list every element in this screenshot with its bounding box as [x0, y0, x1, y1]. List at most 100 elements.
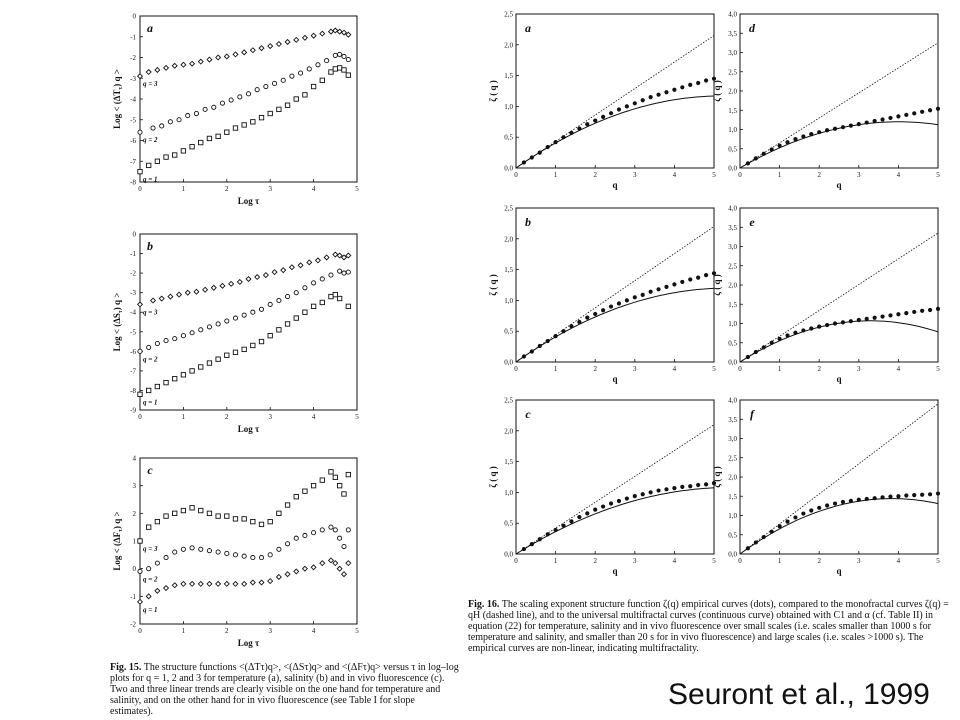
empirical-dot: [703, 78, 709, 83]
x-tick-label: 5: [712, 557, 716, 565]
empirical-dot: [545, 532, 550, 537]
empirical-dot: [745, 161, 751, 166]
x-tick-label: 1: [182, 413, 186, 421]
data-point: [284, 502, 291, 508]
data-point: [241, 346, 247, 353]
data-point: [302, 309, 308, 315]
data-point: [250, 518, 256, 525]
data-point: [241, 553, 247, 559]
empirical-dot: [745, 546, 751, 551]
data-point: [189, 580, 196, 587]
data-point: [340, 29, 348, 36]
empirical-dot: [912, 309, 917, 315]
data-point: [219, 100, 226, 106]
data-point: [154, 560, 160, 566]
x-axis-label: q: [612, 180, 617, 190]
data-point: [250, 309, 256, 315]
data-point: [237, 94, 243, 100]
data-point: [198, 364, 204, 370]
data-point: [215, 549, 221, 555]
y-tick-label: -6: [130, 137, 136, 145]
y-tick-label: 0,5: [728, 531, 737, 539]
empirical-dot: [793, 137, 798, 142]
y-tick-label: 0,0: [504, 359, 513, 367]
empirical-dot: [569, 519, 574, 524]
x-tick-label: 3: [857, 365, 861, 373]
plot-frame: [515, 207, 715, 363]
data-point: [328, 469, 334, 475]
empirical-dot: [880, 495, 885, 500]
empirical-dot: [912, 111, 917, 116]
y-tick-label: 2,0: [504, 427, 513, 435]
data-point: [149, 297, 157, 304]
empirical-dot: [935, 106, 941, 111]
empirical-dot: [753, 349, 758, 355]
empirical-dot: [648, 490, 653, 495]
data-point: [249, 47, 256, 54]
data-point: [163, 513, 169, 519]
empirical-dot: [832, 321, 838, 326]
y-tick-label: -4: [130, 96, 136, 104]
empirical-dot: [777, 336, 782, 341]
data-point: [293, 96, 299, 102]
data-point: [267, 518, 273, 525]
y-axis-label: ζ ( q ): [488, 80, 498, 101]
data-point: [293, 290, 299, 296]
y-tick-label: 2,0: [728, 282, 737, 290]
empirical-dot: [825, 322, 830, 328]
y-axis-label: ζ ( q ): [488, 274, 498, 295]
empirical-dot: [864, 120, 869, 125]
y-axis-label: ζ ( q ): [712, 466, 722, 487]
y-axis-label-end: ) q >: [112, 511, 122, 529]
y-tick-label: 0: [133, 13, 137, 21]
empirical-dot: [696, 275, 701, 280]
empirical-dot: [608, 304, 614, 309]
empirical-dot: [624, 104, 629, 109]
data-point: [146, 162, 152, 169]
empirical-dot: [856, 317, 861, 323]
x-tick-label: 4: [312, 627, 316, 635]
data-point: [284, 571, 291, 578]
data-point: [327, 28, 334, 35]
data-point: [172, 510, 178, 516]
data-point: [224, 352, 230, 358]
data-point: [232, 580, 239, 587]
empirical-dot: [872, 118, 877, 124]
empirical-dot: [801, 134, 806, 139]
y-tick-label: -2: [130, 621, 136, 629]
data-point: [285, 294, 291, 300]
data-point: [202, 106, 208, 112]
empirical-dot: [521, 546, 527, 552]
data-point: [215, 54, 222, 61]
x-tick-label: 5: [355, 413, 359, 421]
x-axis-label: Log τ: [238, 638, 260, 648]
data-point: [137, 129, 143, 135]
q-label: q = 2: [143, 575, 158, 583]
y-axis-label-main: Log < (ΔT: [112, 90, 122, 129]
data-point: [189, 144, 195, 150]
data-point: [198, 327, 204, 333]
empirical-dot: [880, 314, 885, 319]
y-axis-label-text: ζ ( q ): [488, 80, 498, 101]
x-tick-label: 0: [738, 365, 742, 373]
y-tick-label: 0,0: [728, 551, 737, 559]
data-point: [319, 299, 325, 306]
q-label: q = 2: [143, 136, 158, 144]
data-point: [223, 580, 230, 587]
empirical-dot: [688, 82, 693, 87]
data-point: [319, 276, 325, 282]
data-point: [258, 579, 265, 586]
data-point: [328, 272, 334, 278]
data-point: [262, 272, 269, 279]
data-point: [137, 538, 143, 544]
empirical-dot: [817, 505, 822, 510]
fig15-caption-text: The structure functions <(ΔTτ)q>, <(ΔSτ)…: [110, 662, 459, 717]
empirical-dot: [920, 492, 925, 497]
empirical-dot: [521, 160, 527, 165]
empirical-dot: [880, 117, 885, 122]
empirical-dot: [688, 484, 693, 489]
data-point: [311, 530, 317, 536]
fig16-panel-b: 0,0 0,5 1,0 1,5 2,0 2,5 0 1 2 3 4 5 q ζ ( q ) b: [486, 202, 726, 388]
y-tick-label: -8: [130, 179, 136, 187]
y-axis-label: Log < (ΔSτ) q >: [112, 293, 124, 352]
